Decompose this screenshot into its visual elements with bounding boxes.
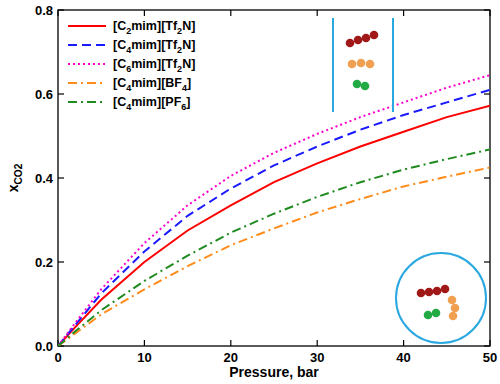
y-tick [484,261,490,262]
series-line [58,75,490,346]
y-tick [58,9,64,10]
legend-swatch [68,25,106,27]
legend-label: [C4mim][PF6] [113,95,190,112]
legend-label: [C6mim][Tf2N] [113,57,195,74]
x-tick [230,10,231,16]
x-tick-label: 30 [310,350,324,365]
x-tick-label: 0 [54,350,61,365]
y-tick [484,177,490,178]
inset-illustration [333,18,486,343]
x-tick-label: 40 [396,350,410,365]
x-tick [57,10,58,16]
x-tick [489,340,490,346]
x-tick [317,340,318,346]
x-tick [144,340,145,346]
plot-frame [58,10,490,346]
y-tick-label: 0.4 [35,171,54,186]
series-line [58,106,490,346]
y-tick-label: 0.6 [35,87,53,102]
x-tick [403,10,404,16]
series-line [58,90,490,346]
x-tick-label: 20 [224,350,238,365]
y-tick [484,345,490,346]
legend-swatch [68,101,106,103]
legend-label: [C2mim][Tf2N] [113,19,195,36]
y-tick-label: 0.2 [35,255,53,270]
x-tick [403,340,404,346]
series-line [58,149,490,346]
legend-swatch [68,44,106,46]
y-tick-label: 0.0 [35,339,53,354]
y-tick [58,261,64,262]
x-tick [230,340,231,346]
x-tick [317,10,318,16]
series-group [58,75,490,346]
legend-swatch [68,63,106,65]
series-line [58,168,490,347]
x-tick-label: 10 [137,350,151,365]
x-tick [144,10,145,16]
x-tick [489,10,490,16]
y-tick [484,93,490,94]
y-tick [58,93,64,94]
chart: 0 10 20 30 40 50 0.0 0.2 0.4 0.6 0.8 Pressure, bar x… [0,0,500,384]
y-tick [58,177,64,178]
legend-swatch [68,82,106,84]
x-axis-label: Pressure, bar [229,364,319,380]
x-tick-label: 50 [483,350,497,365]
y-tick [484,9,490,10]
legend: [C2mim][Tf2N] [C4mim][Tf2N] [C6mim][Tf2N] [… [68,19,195,112]
y-tick-label: 0.8 [35,3,53,18]
legend-label: [C4mim][Tf2N] [113,38,195,55]
legend-label: [C4mim][BF4] [113,76,191,93]
y-axis-label: xCO2 [5,163,24,192]
